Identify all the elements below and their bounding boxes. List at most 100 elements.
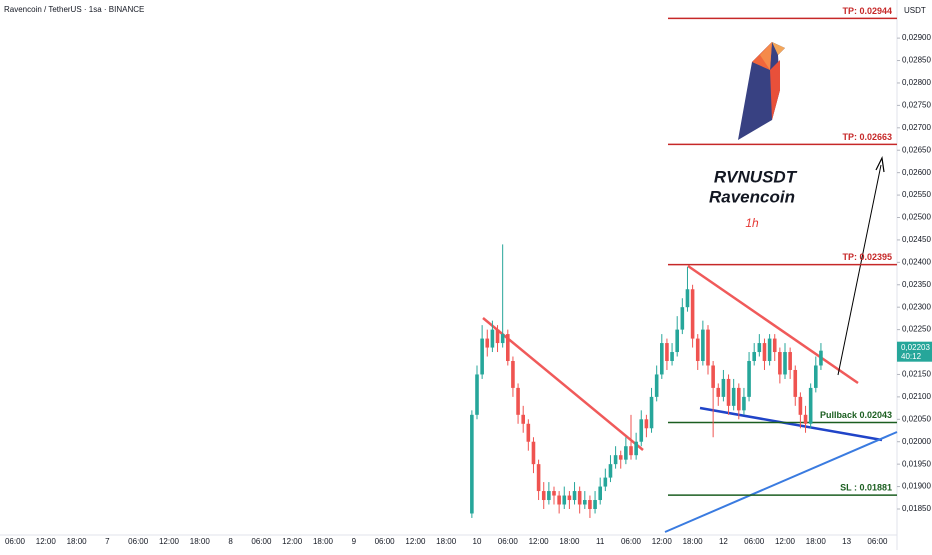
candle-body xyxy=(506,334,510,362)
x-tick-label: 18:00 xyxy=(559,537,580,546)
level-label: TP: 0.02395 xyxy=(842,252,892,262)
candle-body xyxy=(618,455,623,460)
y-tick-label: 0,01900 xyxy=(902,482,931,491)
candle-body xyxy=(516,387,520,415)
candle-body xyxy=(624,446,628,460)
candle-body xyxy=(511,361,515,388)
candle-body xyxy=(803,414,808,424)
candle-body xyxy=(572,491,577,501)
symbol-header: Ravencoin / TetherUS · 1sa · BINANCE xyxy=(4,5,144,14)
candle-body xyxy=(541,491,546,501)
candle-body xyxy=(480,338,484,375)
candle-body xyxy=(675,329,679,353)
candle-body xyxy=(685,289,690,308)
candle-body xyxy=(726,378,731,406)
logo-part xyxy=(772,42,785,55)
candle-body xyxy=(711,365,715,388)
candle-body xyxy=(552,491,556,496)
candle-body xyxy=(819,350,823,366)
candle-body xyxy=(798,396,803,415)
x-tick-label: 12:00 xyxy=(775,537,796,546)
x-tick-label: 12:00 xyxy=(159,537,180,546)
x-tick-label: 06:00 xyxy=(251,537,272,546)
x-tick-label: 12 xyxy=(719,537,728,546)
x-tick-label: 12:00 xyxy=(282,537,303,546)
drawings xyxy=(482,17,898,533)
candle-body xyxy=(557,495,561,505)
candle-body xyxy=(793,369,798,397)
currency: USDT xyxy=(904,6,926,15)
logo-part xyxy=(738,42,785,140)
x-tick-label: 18:00 xyxy=(67,537,88,546)
candle-body xyxy=(593,500,597,509)
subtitle: Ravencoin xyxy=(709,187,795,206)
candle-body xyxy=(762,343,767,362)
candle-body xyxy=(737,387,741,411)
candle-body xyxy=(603,477,608,487)
y-tick-label: 0,02050 xyxy=(902,414,931,423)
candle-body xyxy=(706,329,710,366)
x-tick-label: 06:00 xyxy=(621,537,642,546)
level-label: SL : 0.01881 xyxy=(840,482,892,492)
y-tick-label: 0,02500 xyxy=(902,213,931,222)
x-tick-label: 06:00 xyxy=(744,537,765,546)
candle-body xyxy=(485,338,490,348)
candle-body xyxy=(752,352,756,362)
candle-body xyxy=(788,352,792,370)
trendline xyxy=(687,264,859,385)
y-tick-label: 0,02850 xyxy=(902,56,931,65)
candle-body xyxy=(772,338,777,353)
candle-body xyxy=(562,495,567,505)
x-tick-label: 8 xyxy=(228,537,233,546)
x-tick-label: 06:00 xyxy=(375,537,396,546)
candle-body xyxy=(742,396,746,411)
x-tick-label: 7 xyxy=(105,537,110,546)
x-tick-label: 13 xyxy=(842,537,851,546)
x-tick-label: 10 xyxy=(473,537,482,546)
candle-body xyxy=(475,374,479,415)
candle-body xyxy=(521,414,525,424)
x-tick-label: 12:00 xyxy=(529,537,550,546)
trendline xyxy=(699,406,883,442)
candle-body xyxy=(526,423,531,442)
x-tick-label: 18:00 xyxy=(806,537,827,546)
x-tick-label: 06:00 xyxy=(128,537,149,546)
candle-body xyxy=(731,387,736,406)
candle-body xyxy=(495,329,500,344)
x-tick-label: 11 xyxy=(596,537,605,546)
y-tick-label: 0,02350 xyxy=(902,280,931,289)
countdown: 40:12 xyxy=(901,352,922,361)
x-tick-label: 12:00 xyxy=(405,537,426,546)
candle-body xyxy=(644,419,649,429)
candle-body xyxy=(588,500,592,509)
candle-body xyxy=(660,343,664,375)
x-tick-label: 9 xyxy=(352,537,357,546)
x-tick-label: 18:00 xyxy=(190,537,211,546)
level-label: TP: 0.02663 xyxy=(842,132,892,142)
x-tick-label: 12:00 xyxy=(652,537,673,546)
candle-body xyxy=(470,414,474,514)
level-label: Pullback 0.02043 xyxy=(820,410,892,420)
candle-body xyxy=(747,361,751,397)
x-tick-label: 18:00 xyxy=(313,537,334,546)
candle-body xyxy=(767,338,772,362)
y-tick-label: 0,02300 xyxy=(902,302,931,311)
logo xyxy=(738,42,785,140)
candle-body xyxy=(814,365,818,388)
trendline xyxy=(664,431,898,533)
timeframe: 1h xyxy=(745,216,759,230)
logo-part xyxy=(760,42,772,70)
candle-body xyxy=(778,352,782,375)
y-tick-label: 0,02700 xyxy=(902,123,931,132)
y-tick-label: 0,02650 xyxy=(902,145,931,154)
candle-body xyxy=(613,455,618,465)
candle-body xyxy=(654,374,659,397)
candle-body xyxy=(500,334,505,344)
title: RVNUSDT xyxy=(714,167,798,186)
y-tick-label: 0,02600 xyxy=(902,168,931,177)
candle-body xyxy=(608,464,613,478)
candle-body xyxy=(490,329,495,348)
candle-body xyxy=(695,338,700,362)
